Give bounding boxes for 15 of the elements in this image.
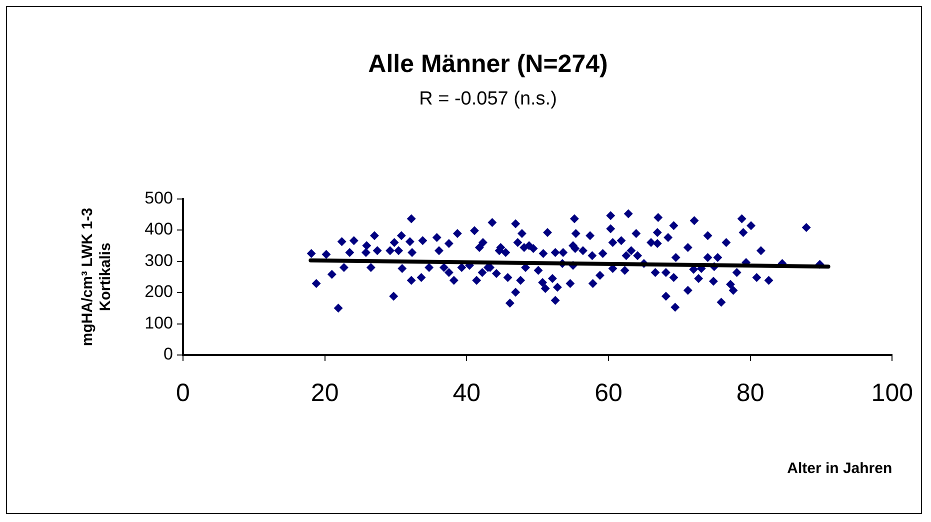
x-tick-label: 40: [452, 378, 481, 407]
y-tick-label: 300: [144, 250, 173, 270]
y-tick-label: 400: [144, 220, 173, 239]
chart-subtitle: R = -0.057 (n.s.): [419, 88, 557, 110]
x-axis-title: Alter in Jahren: [787, 460, 892, 478]
x-tick-label: 60: [594, 378, 622, 407]
y-axis-title: mgHA/cm³ LWK 1-3 Kortikalis: [79, 208, 114, 346]
x-tick-label: 80: [736, 378, 764, 407]
chart-title: Alle Männer (N=274): [368, 50, 608, 78]
y-tick-label: 0: [164, 344, 173, 364]
y-tick-label: 100: [144, 313, 173, 332]
x-tick-label: 20: [310, 378, 339, 407]
x-tick-label: 100: [871, 378, 914, 407]
y-tick-label: 200: [144, 282, 173, 302]
y-tick-label: 500: [144, 188, 173, 208]
